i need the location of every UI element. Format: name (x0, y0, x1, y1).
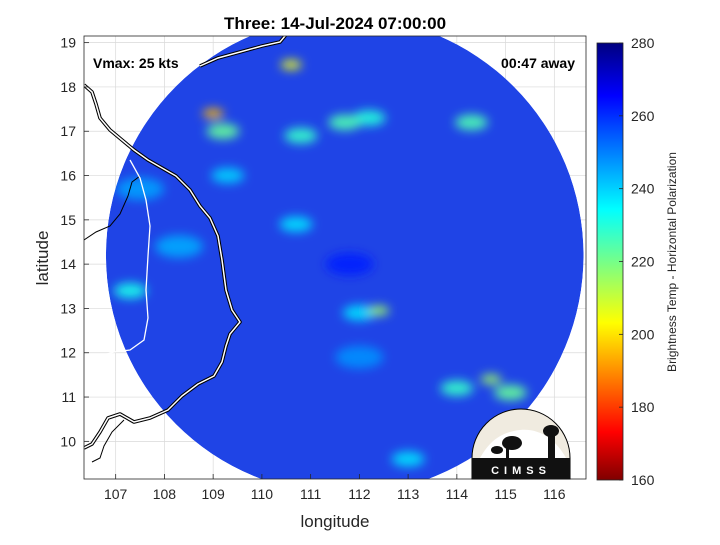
x-tick-label: 114 (446, 486, 469, 502)
x-tick-label: 110 (251, 486, 274, 502)
colorbar-tick-label: 160 (631, 472, 655, 488)
y-axis-label: latitude (33, 231, 52, 286)
y-tick-label: 12 (60, 345, 76, 361)
x-tick-label: 107 (104, 486, 128, 502)
time-away-annotation: 00:47 away (501, 55, 575, 71)
colorbar-tick-label: 200 (631, 326, 655, 342)
y-tick-label: 13 (60, 300, 76, 316)
y-axis: 10 11 12 13 14 15 16 17 18 19 (60, 35, 89, 449)
y-tick-label: 18 (60, 79, 76, 95)
brightness-feature (280, 59, 302, 70)
vmax-annotation: Vmax: 25 kts (93, 55, 179, 71)
y-tick-label: 15 (60, 212, 76, 228)
cimss-logo: CIMSS (471, 408, 571, 480)
cimss-logo-text: CIMSS (491, 465, 551, 477)
y-tick-label: 14 (60, 256, 76, 272)
colorbar-tick-label: 180 (631, 399, 655, 415)
brightness-feature (116, 177, 165, 201)
y-tick-label: 16 (60, 168, 76, 184)
colorbar-tick-label: 260 (631, 108, 655, 124)
x-axis: 107 108 109 110 111 112 113 114 115 116 (104, 474, 566, 502)
brightness-feature (368, 305, 390, 316)
brightness-feature (113, 283, 147, 299)
brightness-feature (493, 384, 527, 401)
y-tick-label: 17 (60, 123, 76, 139)
x-tick-label: 112 (348, 486, 371, 502)
brightness-feature (328, 114, 362, 131)
brightness-feature (206, 123, 240, 139)
brightness-feature (211, 167, 245, 184)
x-tick-label: 116 (543, 486, 566, 502)
x-tick-label: 113 (397, 486, 420, 502)
colorbar-label: Brightness Temp - Horizontal Polarizatio… (665, 152, 679, 372)
brightness-feature (391, 451, 425, 467)
coastline (84, 36, 288, 463)
colorbar-tick-label: 280 (631, 35, 655, 51)
x-axis-label: longitude (300, 512, 369, 531)
brightness-feature (454, 114, 488, 131)
brightness-feature (155, 235, 204, 258)
x-tick-label: 108 (153, 486, 177, 502)
x-tick-label: 115 (494, 486, 517, 502)
brightness-feature (480, 374, 502, 385)
brightness-feature (335, 345, 384, 369)
colorbar-scale (596, 42, 624, 481)
features (113, 59, 527, 467)
brightness-feature (284, 127, 318, 144)
x-tick-label: 111 (300, 486, 321, 502)
brightness-feature (325, 252, 374, 276)
brightness-feature (202, 108, 224, 119)
colorbar-tick-label: 240 (631, 181, 655, 197)
colorbar-ticks: 160 180 200 220 240 260 280 (619, 35, 655, 488)
axes-frame (83, 35, 587, 480)
brightness-feature (279, 216, 313, 232)
y-tick-label: 10 (60, 433, 76, 449)
colorbar-tick-label: 220 (631, 254, 655, 270)
chart-title: Three: 14-Jul-2024 07:00:00 (224, 14, 446, 33)
y-tick-label: 11 (61, 389, 76, 405)
y-tick-label: 19 (60, 35, 76, 51)
brightness-feature (440, 380, 474, 396)
x-tick-label: 109 (201, 486, 225, 502)
colorbar: 160 180 200 220 240 260 280 Brightness Temp - … (596, 35, 679, 488)
brightness-feature (342, 305, 376, 321)
